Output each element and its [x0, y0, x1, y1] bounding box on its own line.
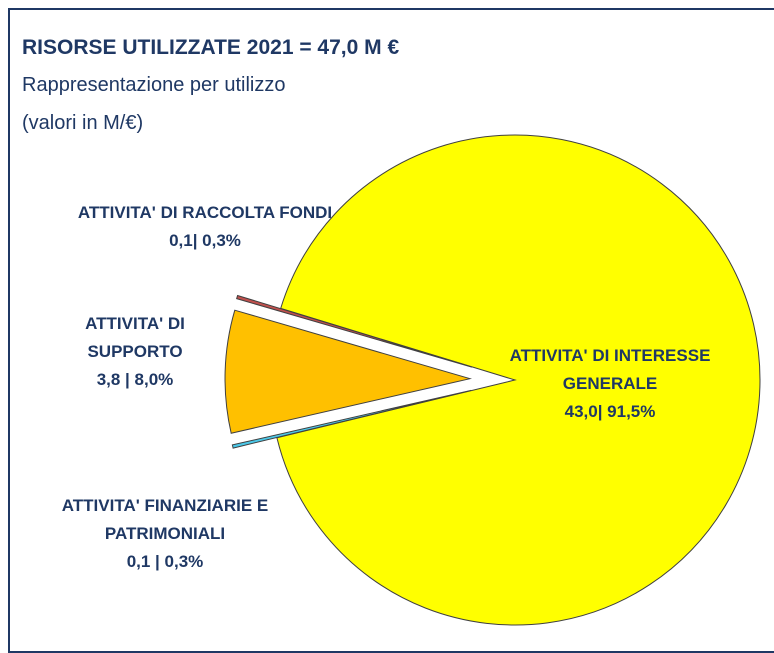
category-label: ATTIVITA' DI SUPPORTO: [85, 314, 185, 361]
pie-slice: [224, 309, 473, 434]
slice-label: ATTIVITA' DI SUPPORTO 3,8 | 8,0%: [65, 310, 205, 394]
chart-subtitle: Rappresentazione per utilizzo: [22, 74, 286, 96]
category-label: ATTIVITA' FINANZIARIE E PATRIMONIALI: [61, 496, 269, 543]
value-label: 0,1| 0,3%: [169, 231, 241, 250]
slice-label: ATTIVITA' FINANZIARIE E PATRIMONIALI 0,1 …: [15, 492, 315, 576]
pie-slice: [276, 134, 761, 626]
value-label: 43,0| 91,5%: [564, 402, 656, 421]
pie-slice: [231, 389, 472, 449]
chart-title: RISORSE UTILIZZATE 2021 = 47,0 M €: [22, 36, 400, 59]
value-label: 0,1 | 0,3%: [126, 552, 204, 571]
slice-label: ATTIVITA' DI INTERESSE GENERALE 43,0| 91,…: [485, 342, 735, 426]
category-label: ATTIVITA' DI INTERESSE GENERALE: [509, 346, 711, 393]
category-label: ATTIVITA' DI RACCOLTA FONDI: [77, 203, 333, 222]
chart-note: (valori in M/€): [22, 112, 144, 134]
slice-label: ATTIVITA' DI RACCOLTA FONDI 0,1| 0,3%: [10, 199, 400, 255]
pie-slice: [236, 294, 473, 368]
value-label: 3,8 | 8,0%: [96, 370, 174, 389]
